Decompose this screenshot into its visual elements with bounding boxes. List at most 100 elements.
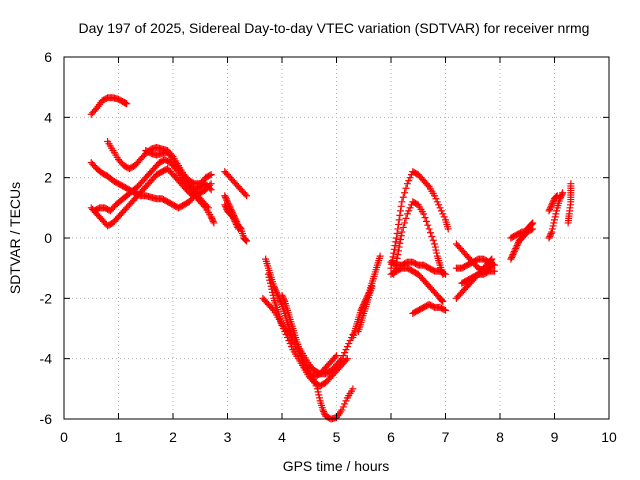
data-point	[442, 306, 449, 314]
data-point	[405, 207, 413, 215]
data-point	[221, 192, 229, 200]
data-point	[398, 198, 406, 206]
data-point	[551, 213, 559, 221]
data-point	[401, 219, 409, 227]
data-point	[339, 403, 347, 411]
data-point	[491, 267, 499, 275]
data-point	[405, 177, 413, 185]
data-point	[431, 192, 439, 200]
data-point	[280, 296, 288, 304]
data-point	[204, 204, 212, 212]
data-point	[552, 210, 560, 218]
data-point	[512, 245, 520, 253]
data-point	[221, 201, 229, 209]
data-point	[421, 214, 429, 222]
data-point	[545, 207, 553, 215]
data-point	[315, 391, 323, 399]
data-point	[546, 232, 554, 240]
series-arc-7	[221, 168, 251, 200]
series-arc-6	[142, 147, 215, 194]
chart-title: Day 197 of 2025, Sidereal Day-to-day VTE…	[79, 20, 590, 36]
data-point	[440, 213, 448, 221]
x-axis-tick-labels: 0 1 2 3 4 5 6 7 8 9 10	[60, 429, 617, 445]
data-point	[551, 216, 558, 224]
y-axis-title: SDTVAR / TECUs	[7, 182, 23, 294]
data-point	[393, 229, 401, 237]
data-point	[545, 234, 553, 242]
data-point	[402, 184, 410, 192]
x-axis-title: GPS time / hours	[283, 458, 390, 474]
data-point	[313, 385, 321, 393]
data-point	[512, 243, 520, 251]
data-point	[553, 207, 561, 215]
data-point	[314, 388, 322, 396]
y-tick-label: -2	[40, 290, 53, 306]
data-point	[396, 211, 404, 219]
data-point	[489, 260, 497, 268]
data-point	[396, 239, 404, 247]
data-point	[509, 251, 517, 259]
data-point	[266, 276, 274, 284]
data-point	[391, 242, 399, 250]
data-point	[349, 385, 357, 393]
data-point	[394, 247, 402, 255]
data-point	[333, 352, 340, 360]
data-point	[267, 282, 275, 290]
data-point	[529, 219, 537, 227]
data-point	[437, 207, 445, 215]
data-point	[210, 219, 218, 227]
data-point	[209, 217, 217, 225]
data-point	[403, 180, 411, 188]
x-tick-label: 3	[224, 429, 232, 445]
data-point	[436, 204, 444, 212]
series-arc-13	[278, 291, 340, 381]
data-point	[444, 225, 452, 233]
data-point	[392, 234, 400, 242]
data-point	[234, 225, 242, 233]
data-point	[424, 181, 432, 189]
x-tick-label: 9	[551, 429, 559, 445]
data-point	[279, 294, 287, 302]
data-point	[312, 382, 320, 390]
data-point	[394, 220, 402, 228]
data-point	[345, 340, 353, 348]
data-point	[548, 199, 556, 207]
x-tick-label: 4	[278, 429, 286, 445]
data-point	[395, 243, 403, 251]
data-point	[399, 193, 407, 201]
data-point	[431, 243, 439, 251]
data-point	[206, 184, 214, 192]
series-arc-17	[390, 198, 447, 278]
data-point	[342, 346, 350, 354]
data-point	[397, 236, 405, 244]
data-point	[229, 213, 237, 221]
data-point	[514, 240, 522, 248]
data-point	[266, 279, 274, 287]
data-point	[547, 229, 555, 237]
data-point	[528, 220, 536, 228]
data-point	[549, 222, 557, 230]
series-arc-19	[387, 264, 447, 305]
series-arc-29	[564, 180, 575, 227]
data-point	[243, 237, 251, 245]
x-tick-label: 10	[601, 429, 617, 445]
x-tick-label: 0	[60, 429, 68, 445]
y-tick-label: 2	[44, 170, 52, 186]
series-arc-15	[354, 282, 376, 336]
y-axis-tick-labels: -6 -4 -2 0 2 4 6	[40, 49, 53, 427]
data-point	[341, 400, 349, 408]
data-point	[279, 293, 287, 301]
data-point	[406, 204, 414, 212]
data-point	[439, 297, 447, 305]
data-point	[311, 379, 319, 387]
data-point	[233, 222, 241, 230]
data-point	[511, 246, 519, 254]
data-point	[399, 223, 407, 231]
data-point	[403, 210, 411, 218]
data-point	[510, 249, 518, 257]
data-point	[265, 273, 273, 281]
x-tick-label: 2	[169, 429, 177, 445]
y-tick-label: -6	[40, 411, 53, 427]
data-point	[320, 409, 328, 417]
